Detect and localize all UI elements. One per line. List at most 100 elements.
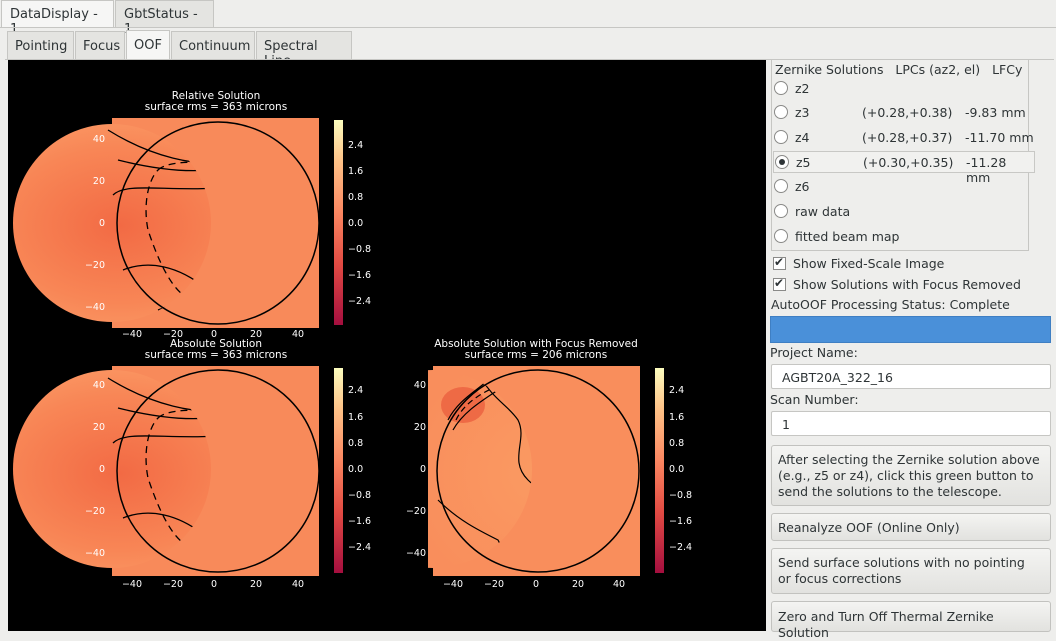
absolute-y-ticks: 40 20 0 −20 −40 (85, 380, 105, 559)
svg-text:40: 40 (414, 380, 426, 391)
absolute-colorbar (334, 368, 343, 573)
svg-text:20: 20 (93, 422, 105, 433)
relative-x-ticks: −40 −20 0 20 40 (122, 329, 304, 340)
svg-text:20: 20 (93, 176, 105, 187)
svg-text:−0.8: −0.8 (348, 490, 371, 501)
svg-text:20: 20 (250, 579, 262, 590)
scan-number-label: Scan Number: (770, 392, 859, 407)
zernike-label: z5 (796, 155, 811, 170)
zernike-lpc: (+0.28,+0.38) (862, 105, 953, 120)
zernike-row-z3[interactable]: z3 (+0.28,+0.38) -9.83 mm (773, 102, 1035, 124)
absolute-x-ticks: −40 −20 0 20 40 (122, 579, 304, 590)
svg-text:−20: −20 (406, 506, 426, 517)
zernike-row-z6[interactable]: z6 (773, 176, 1035, 198)
svg-text:−0.8: −0.8 (669, 490, 692, 501)
svg-text:1.6: 1.6 (348, 166, 363, 177)
focus-removed-colorbar-ticks: 2.4 1.6 0.8 0.0 −0.8 −1.6 −2.4 (669, 385, 692, 553)
focus-removed-label: Show Solutions with Focus Removed (793, 277, 1021, 292)
svg-text:−40: −40 (85, 302, 105, 313)
svg-text:2.4: 2.4 (348, 140, 363, 151)
fixed-scale-label: Show Fixed-Scale Image (793, 256, 945, 271)
zero-thermal-zernike-button[interactable]: Zero and Turn Off Thermal Zernike Soluti… (771, 601, 1051, 640)
svg-text:−40: −40 (443, 579, 463, 590)
svg-text:−20: −20 (163, 329, 183, 340)
svg-text:1.6: 1.6 (669, 412, 684, 423)
zernike-header-solutions: Zernike Solutions (775, 62, 884, 77)
send-selected-solution-button[interactable]: After selecting the Zernike solution abo… (771, 445, 1051, 506)
zernike-row-fitted-beam-map[interactable]: fitted beam map (773, 226, 1035, 248)
svg-text:20: 20 (250, 329, 262, 340)
radio-z3[interactable] (774, 105, 788, 119)
svg-text:−1.6: −1.6 (669, 516, 692, 527)
svg-text:40: 40 (93, 134, 105, 145)
tab-spectral-line[interactable]: Spectral Line (256, 31, 352, 69)
zernike-label: z6 (795, 179, 810, 194)
zernike-row-z5[interactable]: z5 (+0.30,+0.35) -11.28 mm (773, 151, 1035, 185)
radio-z6[interactable] (774, 179, 788, 193)
svg-text:0: 0 (99, 218, 105, 229)
zernike-label: z3 (795, 105, 810, 120)
svg-text:−20: −20 (85, 260, 105, 271)
svg-text:2.4: 2.4 (669, 385, 684, 396)
tab-oof[interactable]: OOF (126, 30, 170, 60)
zernike-label: fitted beam map (795, 229, 900, 244)
svg-text:−0.8: −0.8 (348, 244, 371, 255)
svg-text:−40: −40 (122, 329, 142, 340)
relative-colorbar (334, 120, 343, 325)
scan-number-field[interactable]: 1 (771, 411, 1051, 436)
svg-text:0: 0 (211, 579, 217, 590)
tab-continuum[interactable]: Continuum (171, 31, 255, 59)
svg-text:−2.4: −2.4 (348, 296, 371, 307)
relative-solution-plot: 40 20 0 −20 −40 −40 −20 0 20 40 2.4 1.6 … (13, 118, 371, 340)
tab-divider (5, 59, 1054, 60)
plot-title-absolute: Absolute Solution surface rms = 363 micro… (144, 338, 288, 361)
relative-colorbar-ticks: 2.4 1.6 0.8 0.0 −0.8 −1.6 −2.4 (348, 140, 371, 307)
svg-text:0.0: 0.0 (348, 218, 363, 229)
svg-text:−20: −20 (163, 579, 183, 590)
oof-plots-svg: 40 20 0 −20 −40 −40 −20 0 20 40 2.4 1.6 … (13, 118, 692, 590)
svg-text:−20: −20 (484, 579, 504, 590)
svg-text:40: 40 (292, 579, 304, 590)
processing-status-bar (770, 316, 1051, 343)
window-tab-gbtstatus[interactable]: GbtStatus - 1 (115, 0, 214, 37)
svg-text:−40: −40 (406, 548, 426, 559)
zernike-label: z2 (795, 81, 810, 96)
project-name-field[interactable]: AGBT20A_322_16 (771, 364, 1051, 389)
reanalyze-oof-button[interactable]: Reanalyze OOF (Online Only) (771, 513, 1051, 541)
tab-focus[interactable]: Focus (75, 31, 125, 59)
svg-text:−1.6: −1.6 (348, 270, 371, 281)
radio-z5[interactable] (775, 155, 789, 169)
zernike-header-lpcs: LPCs (az2, el) (895, 62, 981, 77)
zernike-row-raw-data[interactable]: raw data (773, 201, 1035, 223)
radio-fitted-beam-map[interactable] (774, 229, 788, 243)
zernike-label: z4 (795, 130, 810, 145)
zernike-header: Zernike Solutions LPCs (az2, el) LFCy (775, 62, 1022, 77)
zernike-lfc: -11.70 mm (965, 130, 1034, 145)
zernike-row-z2[interactable]: z2 (773, 78, 1035, 100)
radio-z4[interactable] (774, 130, 788, 144)
svg-text:0.8: 0.8 (348, 438, 363, 449)
svg-text:40: 40 (292, 329, 304, 340)
focus-removed-y-ticks: 40 20 0 −20 −40 (406, 380, 426, 559)
zernike-header-lfcy: LFCy (992, 62, 1023, 77)
send-no-pointing-button[interactable]: Send surface solutions with no pointing … (771, 548, 1051, 594)
tab-pointing[interactable]: Pointing (7, 31, 74, 59)
radio-raw-data[interactable] (774, 204, 788, 218)
svg-text:20: 20 (414, 422, 426, 433)
svg-text:−2.4: −2.4 (348, 542, 371, 553)
focus-removed-plot: 40 20 0 −20 −40 −40 −20 0 20 40 2.4 1.6 … (406, 366, 692, 590)
zernike-row-z4[interactable]: z4 (+0.28,+0.37) -11.70 mm (773, 127, 1035, 149)
absolute-colorbar-ticks: 2.4 1.6 0.8 0.0 −0.8 −1.6 −2.4 (348, 385, 371, 553)
checkbox-focus-removed[interactable] (773, 276, 786, 291)
svg-text:0: 0 (533, 579, 539, 590)
zernike-lpc: (+0.30,+0.35) (863, 155, 954, 170)
radio-z2[interactable] (774, 81, 788, 95)
checkbox-fixed-scale[interactable] (773, 255, 786, 270)
window-tab-datadisplay[interactable]: DataDisplay - 1 (1, 0, 114, 37)
plot-title-relative: Relative Solution surface rms = 363 micro… (144, 90, 288, 113)
svg-text:0: 0 (420, 464, 426, 475)
zernike-lfc: -9.83 mm (965, 105, 1026, 120)
svg-text:0.8: 0.8 (669, 438, 684, 449)
svg-text:−2.4: −2.4 (669, 542, 692, 553)
focus-removed-colorbar (655, 368, 664, 573)
